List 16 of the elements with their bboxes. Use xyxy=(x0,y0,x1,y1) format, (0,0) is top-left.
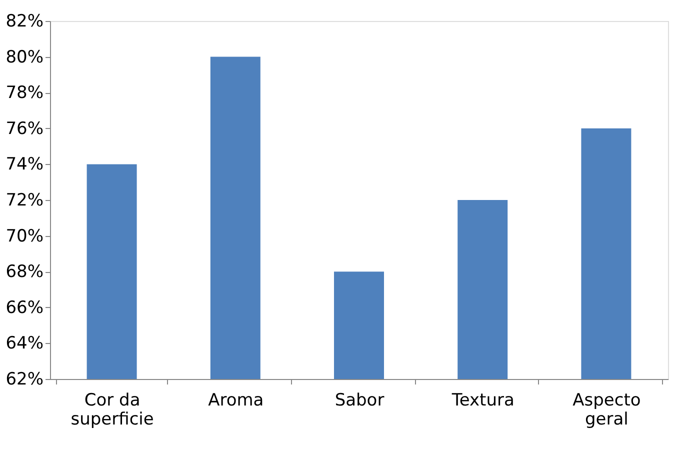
x-tick-label: Aroma xyxy=(208,390,264,410)
x-tick-label: Aspecto geral xyxy=(572,390,641,430)
y-tick-label: 82% xyxy=(6,12,44,32)
y-tick-label: 64% xyxy=(6,334,44,354)
y-tick-label: 74% xyxy=(6,154,44,175)
y-tick-label: 68% xyxy=(6,262,44,282)
x-tick-label: Sabor xyxy=(334,390,384,410)
y-tick-label: 62% xyxy=(6,370,44,390)
y-tick-label: 66% xyxy=(6,298,44,318)
x-tick-label: Cor da superficie xyxy=(70,390,154,430)
y-tick-label: 70% xyxy=(6,226,44,246)
y-tick-label: 78% xyxy=(6,83,44,104)
y-tick-label: 72% xyxy=(6,190,44,210)
x-tick-label: Textura xyxy=(450,390,514,410)
y-tick-label: 76% xyxy=(6,118,44,139)
y-tick-label: 80% xyxy=(6,47,44,68)
